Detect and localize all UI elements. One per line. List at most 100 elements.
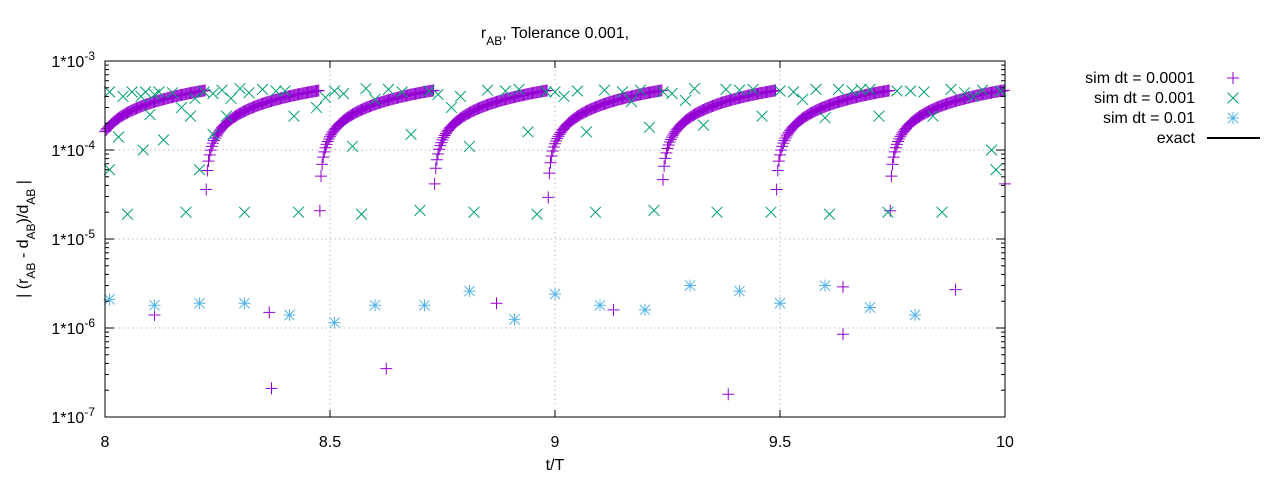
data-point <box>360 82 372 95</box>
data-point <box>544 156 557 169</box>
marker-star <box>238 297 251 310</box>
data-point <box>463 285 476 298</box>
data-point <box>243 86 255 99</box>
data-point <box>542 191 555 204</box>
data-point <box>148 299 161 312</box>
legend-entry: exact <box>1157 130 1260 147</box>
marker-cross <box>103 163 116 176</box>
marker-plus <box>895 128 908 141</box>
data-point <box>589 206 602 218</box>
marker-cross <box>189 92 201 105</box>
data-point <box>885 170 898 183</box>
data-point <box>328 316 341 329</box>
marker-plus <box>663 136 676 149</box>
legend-label: sim dt = 0.01 <box>1103 110 1195 127</box>
data-point <box>189 92 201 105</box>
data-point <box>722 388 735 401</box>
data-point <box>270 85 282 97</box>
marker-cross <box>648 204 660 217</box>
data-point <box>490 297 503 310</box>
marker-plus <box>205 140 218 153</box>
x-tick-label: 8 <box>101 434 110 451</box>
data-point <box>430 153 443 166</box>
marker-cross <box>643 121 656 134</box>
marker-cross <box>157 134 170 146</box>
data-point <box>545 149 558 162</box>
data-point <box>684 279 696 292</box>
data-point <box>778 134 791 147</box>
data-point <box>823 208 836 220</box>
series-layer <box>99 82 1011 401</box>
marker-star <box>639 303 651 316</box>
data-point <box>238 297 251 310</box>
data-point <box>543 167 556 180</box>
marker-cross <box>216 84 228 96</box>
data-point <box>756 110 768 122</box>
y-axis-label: | (rAB - dAB)/dAB | <box>15 180 38 298</box>
marker-plus <box>837 328 849 341</box>
marker-cross <box>445 101 458 114</box>
data-point <box>468 206 480 218</box>
marker-cross <box>616 86 629 98</box>
marker-cross <box>396 86 408 98</box>
marker-cross <box>549 86 561 98</box>
marker-cross <box>144 108 156 121</box>
legend-entry: sim dt = 0.001 <box>1094 90 1239 107</box>
data-point <box>225 92 237 105</box>
marker-cross <box>310 101 323 114</box>
marker-plus <box>490 297 503 310</box>
x-tick-label: 10 <box>996 434 1014 451</box>
data-point <box>864 83 876 96</box>
data-point <box>549 137 561 150</box>
data-point <box>904 85 917 97</box>
y-tick-label: 1*10-3 <box>51 49 95 71</box>
data-point <box>203 148 216 161</box>
marker-cross <box>1227 92 1239 104</box>
marker-cross <box>414 204 426 217</box>
marker-plus <box>657 173 669 186</box>
data-point <box>889 141 902 154</box>
marker-cross <box>747 83 759 96</box>
marker-cross <box>328 85 341 97</box>
data-point <box>985 144 998 156</box>
chart-title-main: r <box>481 25 487 42</box>
marker-cross <box>958 86 971 99</box>
data-point <box>346 140 359 153</box>
marker-plus <box>434 139 447 152</box>
data-point <box>891 138 903 151</box>
marker-cross <box>148 88 161 101</box>
data-point <box>616 86 629 98</box>
marker-cross <box>346 140 359 153</box>
data-point <box>522 126 534 138</box>
marker-star <box>148 299 161 312</box>
marker-cross <box>193 163 206 176</box>
data-point <box>770 183 783 196</box>
data-point <box>891 85 903 97</box>
marker-cross <box>796 93 809 106</box>
marker-cross <box>756 110 768 122</box>
data-point <box>864 301 876 314</box>
data-point <box>319 91 332 104</box>
data-point <box>776 140 789 153</box>
marker-plus <box>662 138 675 151</box>
data-point <box>279 85 291 97</box>
marker-plus <box>883 84 896 97</box>
data-point <box>580 126 593 138</box>
data-point <box>663 136 676 149</box>
data-point <box>549 288 561 301</box>
marker-cross <box>355 208 368 220</box>
marker-cross <box>580 126 593 138</box>
marker-plus <box>892 135 905 148</box>
marker-cross <box>207 128 219 141</box>
data-point <box>207 128 219 141</box>
axes: 8 8.5 9 9.5 10 1*10-7 1*10-6 1*10-5 1*10-4 1*10-3 <box>51 49 1014 451</box>
x-tick-label: 8.5 <box>319 434 341 451</box>
marker-star <box>1227 112 1239 124</box>
data-point <box>355 208 368 220</box>
chart-title-sub: AB <box>486 34 502 48</box>
data-point <box>144 108 156 121</box>
data-point <box>883 84 896 97</box>
marker-cross <box>499 85 512 97</box>
legend-marker-sample <box>1227 72 1239 84</box>
data-point <box>499 85 512 97</box>
